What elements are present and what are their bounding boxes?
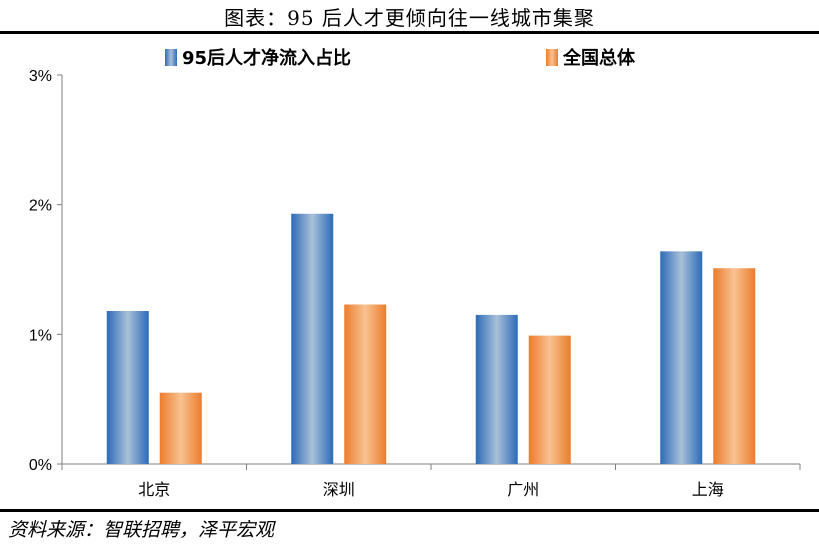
legend-label: 95后人才净流入占比 — [182, 47, 351, 69]
chart-title: 图表：95 后人才更倾向往一线城市集聚 — [224, 6, 595, 30]
y-tick-label: 1% — [29, 327, 52, 344]
y-tick-label: 3% — [29, 68, 52, 85]
bar-national — [159, 392, 202, 464]
bar-talent — [291, 213, 334, 464]
legend-swatch — [165, 49, 177, 66]
source-note: 资料来源：智联招聘，泽平宏观 — [8, 519, 275, 541]
x-category-label: 深圳 — [323, 480, 355, 499]
x-category-label: 广州 — [507, 480, 539, 499]
bar-talent — [106, 310, 149, 464]
x-category-label: 北京 — [138, 480, 170, 499]
bar-national — [528, 335, 571, 464]
bar-talent — [660, 251, 703, 464]
bottom-rule — [0, 509, 819, 512]
y-tick-label: 2% — [29, 198, 52, 215]
bar-national — [344, 304, 387, 464]
bar-national — [713, 268, 756, 464]
top-rule — [0, 31, 819, 34]
bar-talent — [475, 314, 518, 464]
legend-label: 全国总体 — [562, 47, 636, 69]
x-category-label: 上海 — [692, 480, 724, 499]
y-tick-label: 0% — [29, 457, 52, 474]
legend-swatch — [546, 49, 558, 66]
